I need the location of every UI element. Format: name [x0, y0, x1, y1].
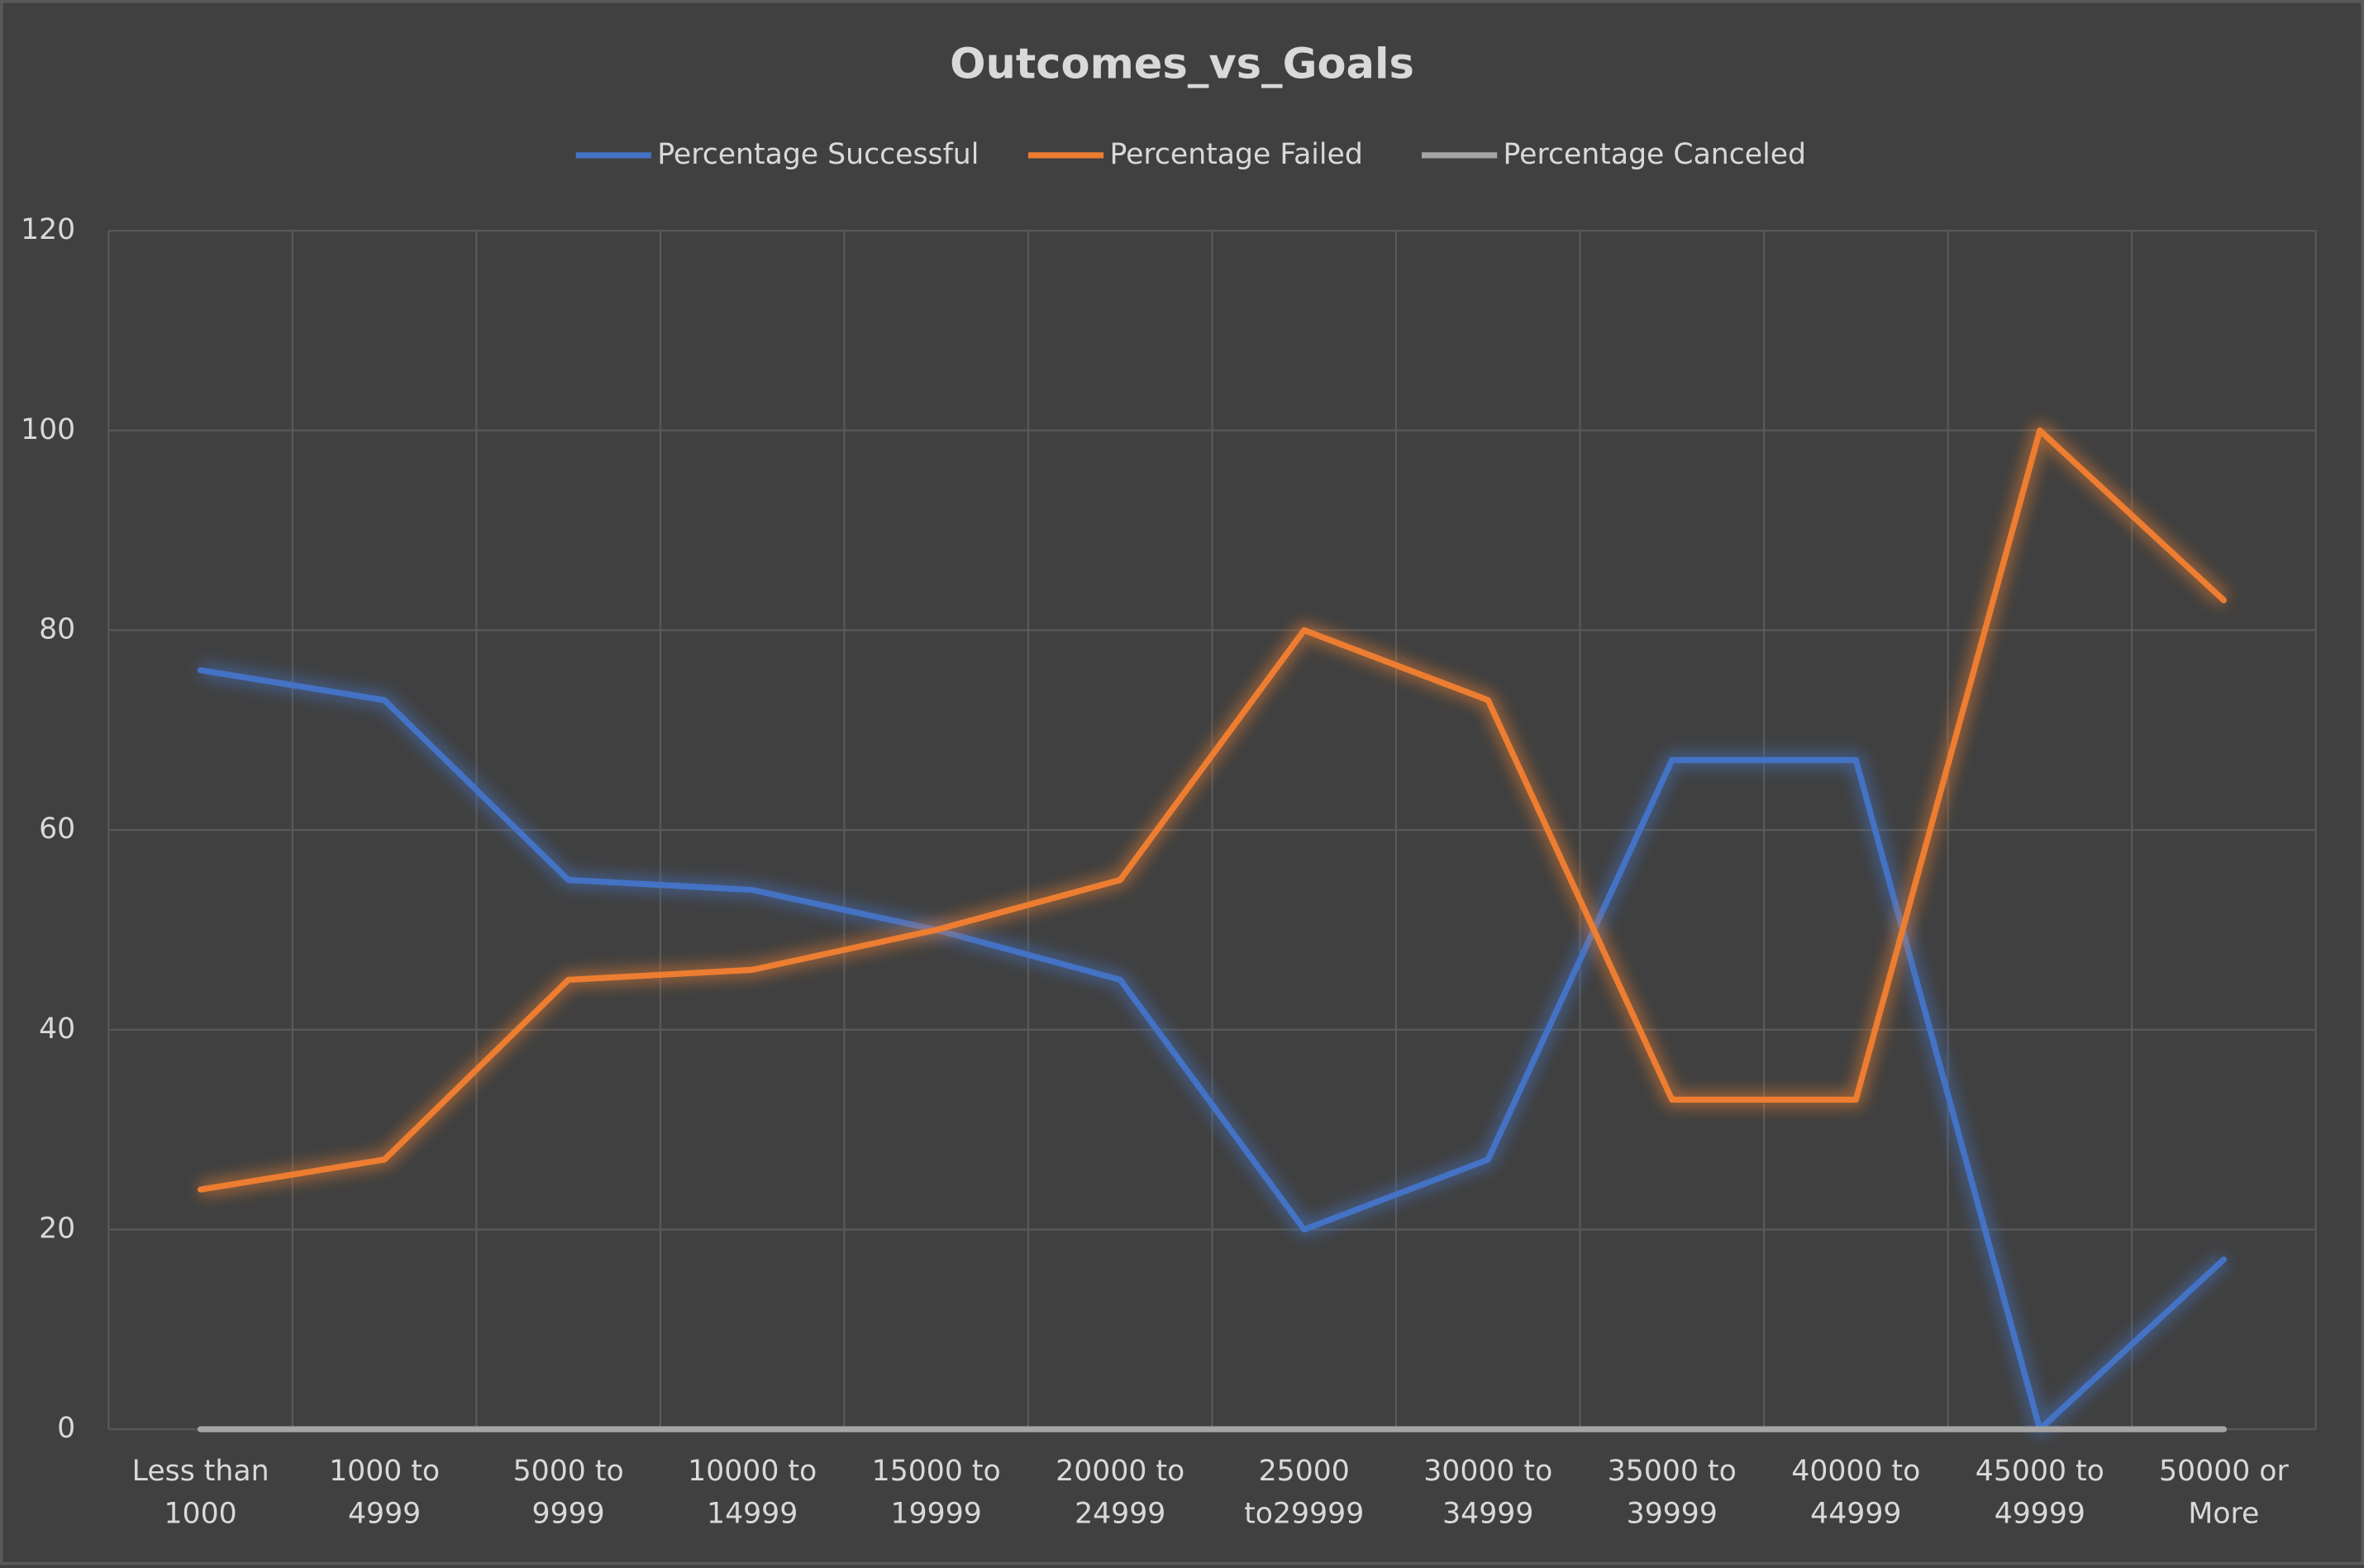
- legend-label: Percentage Failed: [1109, 138, 1362, 171]
- x-tick-label: 35000 to 39999: [1607, 1455, 1737, 1531]
- x-tick-label-box: Less than 1000: [131, 1455, 269, 1531]
- x-tick-label: 10000 to 14999: [688, 1455, 817, 1531]
- series-line: [197, 427, 2228, 1193]
- y-tick-label: 20: [39, 1212, 75, 1245]
- series-line: [197, 667, 2228, 1432]
- x-tick-label: Less than 1000: [131, 1455, 269, 1531]
- x-tick-label-box: 35000 to 39999: [1607, 1455, 1737, 1531]
- y-tick-label: 100: [21, 413, 75, 446]
- x-tick-label-box: 30000 to 34999: [1423, 1455, 1553, 1531]
- x-tick-label-box: 5000 to 9999: [512, 1455, 624, 1531]
- y-tick-label: 80: [39, 612, 75, 646]
- x-tick-label: 40000 to 44999: [1791, 1455, 1921, 1531]
- y-tick-label: 60: [39, 813, 75, 846]
- x-tick-label: 50000 or More: [2158, 1455, 2289, 1531]
- x-tick-label-box: 25000 to29999: [1244, 1455, 1365, 1531]
- y-tick-label: 120: [21, 213, 75, 246]
- x-tick-label: 25000 to29999: [1244, 1455, 1365, 1531]
- x-tick-label-box: 1000 to 4999: [329, 1455, 441, 1531]
- x-tick-label-box: 40000 to 44999: [1791, 1455, 1921, 1531]
- x-tick-label-box: 20000 to 24999: [1056, 1455, 1185, 1531]
- x-tick-label-box: 45000 to 49999: [1975, 1455, 2104, 1531]
- x-tick-label: 20000 to 24999: [1056, 1455, 1185, 1531]
- x-tick-label: 5000 to 9999: [512, 1455, 624, 1531]
- legend-label: Percentage Canceled: [1504, 138, 1807, 171]
- y-tick-label: 0: [57, 1412, 75, 1445]
- x-tick-label: 30000 to 34999: [1423, 1455, 1553, 1531]
- x-tick-label: 45000 to 49999: [1975, 1455, 2104, 1531]
- chart-title: Outcomes_vs_Goals: [950, 40, 1414, 88]
- legend-label: Percentage Successful: [657, 138, 979, 171]
- x-tick-label: 15000 to 19999: [871, 1455, 1001, 1531]
- y-tick-label: 40: [39, 1013, 75, 1046]
- x-tick-label-box: 50000 or More: [2158, 1455, 2289, 1531]
- x-tick-label-box: 15000 to 19999: [871, 1455, 1001, 1531]
- x-tick-label-box: 10000 to 14999: [688, 1455, 817, 1531]
- x-tick-label: 1000 to 4999: [329, 1455, 441, 1531]
